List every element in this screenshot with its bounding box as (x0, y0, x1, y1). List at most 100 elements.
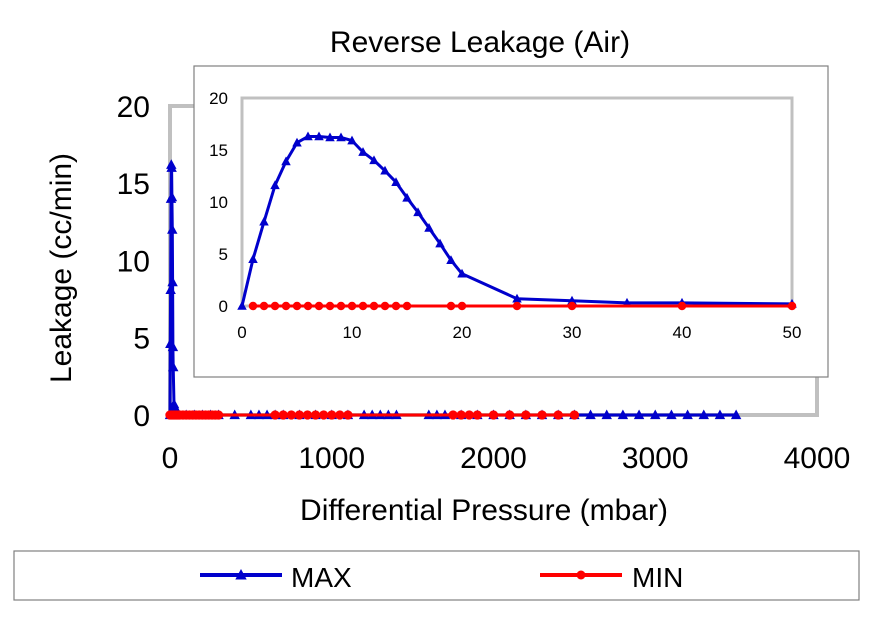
main-min-point-21 (286, 410, 296, 420)
main-max-point-52 (666, 409, 677, 420)
inset-y-tick-10: 10 (209, 193, 228, 212)
inset-max-point-1 (248, 254, 258, 263)
inset-max-point-3 (270, 180, 280, 190)
inset-x-tick-10: 10 (343, 323, 362, 342)
inset-max-point-6 (303, 131, 313, 141)
inset-min-point-6 (314, 301, 324, 311)
main-min-point-35 (521, 410, 531, 420)
main-y-tick-15: 15 (117, 168, 150, 201)
inset-min-point-16 (457, 301, 467, 311)
inset-min-point-19 (677, 301, 687, 311)
inset-y-tick-15: 15 (209, 141, 228, 160)
inset-series (237, 131, 797, 311)
inset-min-point-9 (347, 301, 357, 311)
legend: MAX MIN (13, 550, 860, 601)
inset-min-point-13 (391, 301, 401, 311)
main-x-tick-0: 0 (162, 442, 179, 475)
main-y-tick-20: 20 (117, 91, 150, 124)
inset-max-point-19 (446, 255, 456, 264)
main-series (164, 159, 742, 420)
main-min-point-33 (488, 410, 499, 420)
inset-x-tick-30: 30 (563, 323, 582, 342)
inset-min-point-3 (281, 301, 291, 311)
chart-title: Reverse Leakage (Air) (330, 26, 630, 59)
inset-max-point-16 (413, 207, 423, 217)
inset-max-point-13 (380, 165, 390, 175)
main-min-point-26 (327, 410, 337, 420)
main-x-tick-3000: 3000 (622, 442, 689, 475)
inset-min-point-4 (292, 301, 302, 311)
legend-max-triangle-icon (235, 569, 247, 580)
main-min-point-36 (537, 410, 547, 420)
main-max-point-47 (585, 409, 596, 420)
main-min-point-27 (335, 410, 345, 420)
inset-min-point-14 (402, 301, 412, 311)
inset-max-point-17 (424, 223, 434, 232)
main-min-point-30 (456, 410, 466, 420)
main-y-tick-10: 10 (117, 245, 150, 278)
inset-max-point-21 (512, 293, 522, 303)
inset-x-tick-labels: 0 10 20 30 40 50 (237, 323, 801, 342)
legend-min-label: MIN (632, 562, 683, 593)
inset-max-point-14 (391, 177, 401, 186)
main-min-point-23 (302, 410, 313, 420)
main-min-point-29 (448, 410, 458, 420)
main-max-point-9 (167, 341, 179, 352)
inset-min-point-18 (567, 301, 577, 311)
main-min-point-20 (278, 410, 288, 420)
main-min-point-25 (318, 410, 329, 420)
main-max-point-6 (166, 191, 178, 202)
inset-x-tick-20: 20 (453, 323, 472, 342)
inset-y-tick-20: 20 (209, 89, 228, 108)
main-max-point-50 (633, 409, 645, 420)
main-min-point-34 (505, 410, 515, 420)
main-max-point-53 (682, 409, 693, 420)
main-y-tick-5: 5 (133, 323, 150, 356)
main-min-point-38 (569, 410, 580, 420)
main-max-point-5 (166, 162, 177, 172)
legend-item-max: MAX (200, 562, 352, 593)
legend-item-min: MIN (540, 562, 683, 593)
main-min-point-19 (270, 410, 280, 420)
inset-min-point-17 (512, 301, 522, 311)
main-x-tick-4000: 4000 (784, 442, 851, 475)
y-axis-label: Leakage (cc/min) (45, 153, 78, 383)
inset-max-point-12 (369, 155, 379, 165)
inset-max-point-0 (237, 301, 247, 310)
main-min-point-32 (472, 410, 483, 420)
main-min-point-37 (553, 410, 563, 420)
x-axis-label: Differential Pressure (mbar) (300, 494, 668, 527)
inset-series-max-line (240, 135, 793, 307)
inset-min-point-5 (303, 301, 313, 311)
inset-min-point-12 (380, 301, 390, 311)
inset-max-point-10 (347, 135, 357, 145)
inset-min-point-20 (787, 301, 797, 311)
main-min-point-31 (464, 410, 474, 420)
main-max-point-54 (698, 409, 709, 420)
inset-max-point-23 (622, 297, 632, 307)
main-x-tick-labels: 0 1000 2000 3000 4000 (162, 442, 851, 475)
inset-min-point-1 (259, 301, 269, 311)
main-max-point-48 (601, 409, 612, 420)
inset-max-point-7 (314, 131, 324, 141)
inset-min-point-15 (446, 301, 456, 311)
main-max-point-49 (617, 409, 629, 420)
main-min-point-24 (310, 410, 321, 420)
inset-max-point-2 (259, 216, 269, 226)
inset-max-point-20 (457, 268, 467, 278)
main-max-point-10 (168, 361, 179, 372)
legend-max-label: MAX (291, 562, 352, 593)
main-y-tick-labels: 0 5 10 15 20 (117, 91, 150, 433)
legend-min-circle-icon (576, 570, 586, 580)
inset-x-tick-50: 50 (783, 323, 802, 342)
inset-max-point-4 (281, 156, 291, 166)
inset-min-point-11 (369, 301, 379, 311)
inset-min-point-0 (248, 301, 258, 311)
legend-box (13, 550, 860, 601)
main-y-tick-0: 0 (133, 400, 150, 433)
inset-min-point-7 (325, 301, 335, 311)
inset-min-point-2 (270, 301, 280, 311)
inset-max-point-11 (358, 147, 368, 156)
